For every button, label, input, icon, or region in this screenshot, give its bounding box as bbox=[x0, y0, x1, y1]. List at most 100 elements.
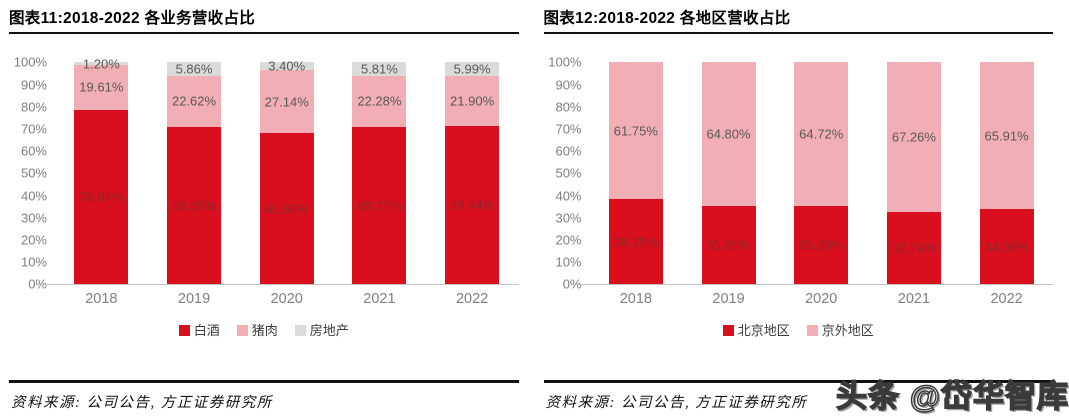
bar-segment: 19.61% bbox=[74, 65, 129, 110]
bar-value-label: 69.44% bbox=[450, 197, 495, 213]
bar-segment: 38.25% bbox=[608, 199, 663, 285]
stacked-bar: 38.25% 61.75% bbox=[608, 62, 663, 285]
legend-marker-icon bbox=[806, 325, 818, 337]
y-tick-label: 70% bbox=[20, 121, 47, 137]
bar-segment: 67.26% bbox=[886, 62, 941, 212]
chart-body: 0% 10% 20% 30% 40% 50% 60% 70% 80% 90% 100% 38.25% 6… bbox=[544, 56, 1054, 308]
legend-label: 京外地区 bbox=[821, 323, 874, 339]
bar-segment: 22.62% bbox=[167, 75, 222, 128]
bar-segment: 76.84% bbox=[74, 109, 129, 285]
bar-value-label: 27.14% bbox=[264, 94, 309, 110]
stacked-bar: 69.44% 21.90% 5.99% bbox=[445, 62, 500, 285]
legend-marker-icon bbox=[722, 325, 734, 337]
y-tick-label: 100% bbox=[548, 54, 582, 70]
y-tick-label: 90% bbox=[20, 77, 47, 93]
y-tick-label: 10% bbox=[555, 254, 582, 270]
y-tick-label: 10% bbox=[20, 254, 47, 270]
x-tick-label: 2021 bbox=[897, 291, 931, 308]
bar-segment: 32.74% bbox=[886, 211, 941, 285]
bar-value-label: 22.28% bbox=[357, 93, 402, 109]
x-tick-label: 2019 bbox=[177, 291, 211, 308]
stacked-bar: 34.09% 65.91% bbox=[979, 62, 1034, 285]
bar-segment: 3.40% bbox=[259, 58, 314, 74]
y-tick-label: 80% bbox=[555, 99, 582, 115]
legend-marker-icon bbox=[294, 325, 306, 337]
bar-segment: 65.91% bbox=[979, 62, 1034, 209]
stacked-bar: 69.05% 22.62% 5.86% bbox=[167, 62, 222, 285]
x-axis-labels: 2018 2019 2020 2021 2022 bbox=[590, 291, 1054, 308]
bar-segment: 35.20% bbox=[701, 206, 756, 285]
x-tick-label: 2018 bbox=[619, 291, 652, 308]
y-axis: 0% 10% 20% 30% 40% 50% 60% 70% 80% 90% 100% bbox=[544, 56, 590, 291]
y-tick-label: 0% bbox=[28, 276, 47, 292]
plot-wrap: 76.84% 19.61% 1.20% 69.05% 22.62% 5.86% 65.66%… bbox=[41, 57, 519, 308]
bar-segment: 68.77% bbox=[352, 126, 407, 285]
legend-item: 京外地区 bbox=[806, 323, 874, 339]
bar-segment: 22.28% bbox=[352, 75, 407, 127]
business-revenue-stacked-bar-chart: 0% 10% 20% 30% 40% 50% 60% 70% 80% 90% 100% 76.84% 1… bbox=[9, 34, 519, 337]
bar-segment: 1.20% bbox=[74, 57, 129, 70]
bar-segment: 65.66% bbox=[259, 132, 314, 285]
source-note: 资料来源: 公司公告, 方正证券研究所 bbox=[11, 395, 273, 411]
bar-segment: 69.44% bbox=[445, 126, 500, 285]
legend-label: 北京地区 bbox=[737, 323, 790, 339]
y-tick-label: 40% bbox=[555, 188, 582, 204]
panel-title: 图表12:2018-2022 各地区营收占比 bbox=[543, 10, 791, 27]
x-tick-label: 2021 bbox=[363, 291, 396, 308]
bar-value-label: 35.28% bbox=[799, 237, 844, 253]
x-tick-label: 2020 bbox=[270, 291, 303, 308]
bar-value-label: 38.25% bbox=[613, 234, 658, 250]
plot-area: 76.84% 19.61% 1.20% 69.05% 22.62% 5.86% 65.66%… bbox=[41, 57, 519, 286]
bar-segment: 61.75% bbox=[608, 62, 663, 200]
legend: 北京地区 京外地区 bbox=[544, 324, 1054, 337]
legend-item: 猪肉 bbox=[236, 323, 278, 339]
legend-marker-icon bbox=[178, 325, 190, 337]
x-tick-label: 2019 bbox=[712, 291, 745, 308]
business-revenue-panel: 图表11:2018-2022 各业务营收占比 0% 10% 20% 30% 40% 50%… bbox=[9, 10, 519, 411]
legend: 白酒 猪肉 房地产 bbox=[9, 324, 519, 337]
stacked-bar: 35.20% 64.80% bbox=[701, 62, 756, 285]
bar-segment: 27.14% bbox=[259, 70, 314, 133]
bar-segment: 34.09% bbox=[979, 208, 1034, 285]
bar-value-label: 3.40% bbox=[268, 58, 306, 74]
bar-value-label: 32.74% bbox=[891, 240, 936, 256]
bar-value-label: 64.80% bbox=[706, 126, 751, 142]
y-tick-label: 60% bbox=[20, 143, 47, 159]
bottom-rule bbox=[543, 380, 1053, 383]
toutiao-watermark: 头条 @岱华智库 bbox=[835, 378, 1069, 415]
bar-value-label: 22.62% bbox=[171, 93, 217, 109]
bar-value-label: 68.77% bbox=[357, 198, 402, 214]
legend-item: 北京地区 bbox=[722, 323, 790, 339]
legend-item: 房地产 bbox=[294, 323, 349, 339]
y-tick-label: 30% bbox=[555, 210, 582, 226]
stacked-bar: 32.74% 67.26% bbox=[886, 62, 941, 285]
bar-value-label: 19.61% bbox=[79, 79, 124, 95]
bar-segment: 64.80% bbox=[701, 62, 756, 207]
x-tick-label: 2022 bbox=[455, 291, 489, 308]
bar-segment: 5.81% bbox=[352, 61, 407, 77]
bar-value-label: 1.20% bbox=[82, 56, 120, 72]
bar-segment: 5.86% bbox=[167, 62, 222, 76]
bar-value-label: 76.84% bbox=[79, 189, 124, 205]
y-tick-label: 0% bbox=[562, 276, 582, 292]
x-tick-label: 2022 bbox=[990, 291, 1023, 308]
bar-value-label: 5.81% bbox=[360, 61, 398, 77]
bar-segment: 69.05% bbox=[167, 127, 222, 285]
y-tick-label: 70% bbox=[555, 121, 582, 137]
y-tick-label: 30% bbox=[20, 210, 47, 226]
title-underline bbox=[543, 32, 1053, 35]
y-tick-label: 100% bbox=[13, 54, 47, 70]
stacked-bar: 68.77% 22.28% 5.81% bbox=[352, 61, 407, 285]
x-tick-label: 2020 bbox=[805, 291, 838, 308]
stacked-bar: 65.66% 27.14% 3.40% bbox=[259, 58, 314, 285]
legend-label: 猪肉 bbox=[251, 323, 278, 339]
legend-marker-icon bbox=[236, 325, 248, 337]
legend-label: 房地产 bbox=[309, 323, 349, 339]
stacked-bar: 35.28% 64.72% bbox=[794, 62, 849, 285]
chart-body: 0% 10% 20% 30% 40% 50% 60% 70% 80% 90% 100% 76.84% 1… bbox=[9, 56, 519, 308]
legend-item: 白酒 bbox=[178, 324, 220, 337]
y-tick-label: 20% bbox=[20, 232, 47, 248]
bottom-rule bbox=[9, 380, 519, 383]
plot-area: 38.25% 61.75% 35.20% 64.80% 35.28% 64.72% 32.7… bbox=[575, 62, 1054, 286]
bar-value-label: 21.90% bbox=[450, 93, 495, 109]
